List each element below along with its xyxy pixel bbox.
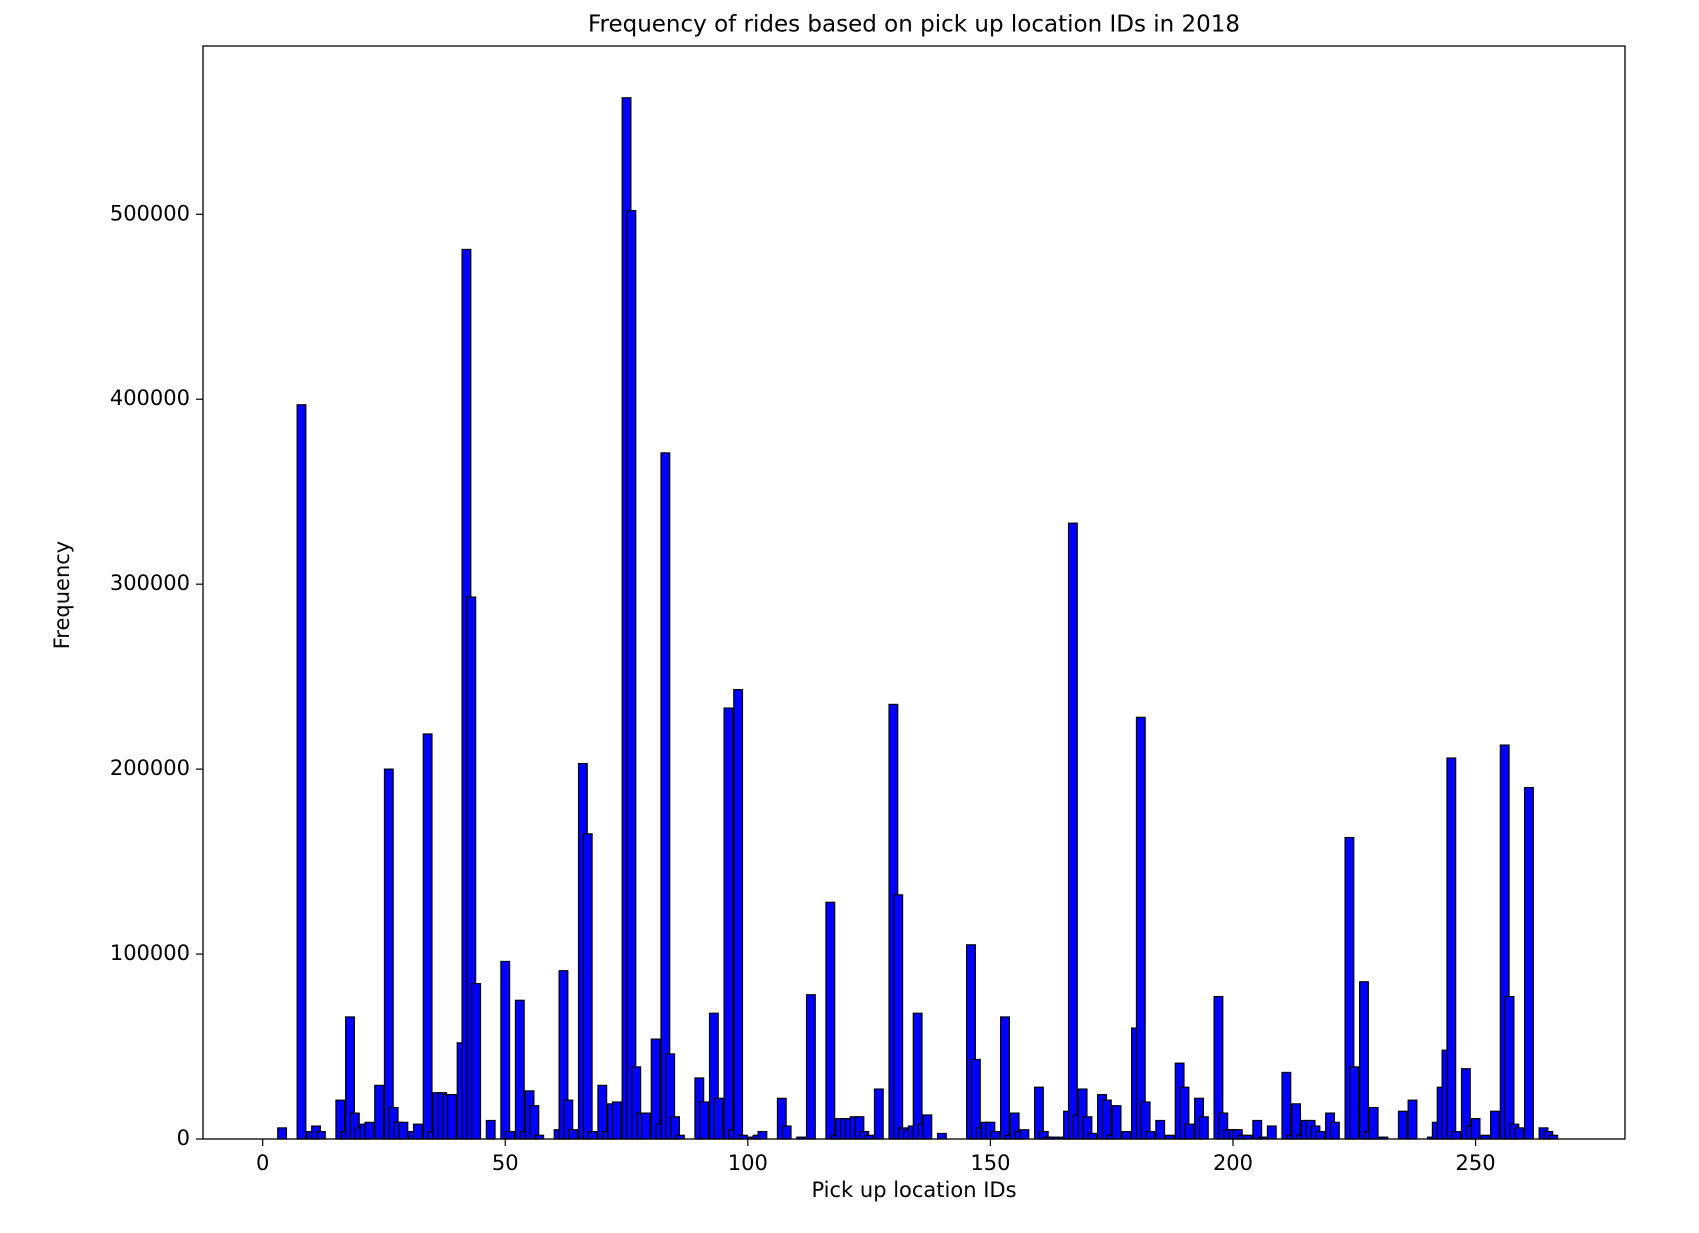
bar	[873, 1088, 884, 1140]
bar	[1000, 1016, 1010, 1140]
bar	[383, 768, 394, 1140]
bar	[422, 733, 433, 1140]
y-tick-label: 500000	[110, 201, 190, 225]
bar	[500, 960, 511, 1140]
bar	[1019, 1129, 1030, 1140]
bar	[1451, 1131, 1462, 1140]
bar	[364, 1121, 375, 1140]
bar	[1329, 1121, 1340, 1140]
bar	[893, 894, 904, 1140]
bar	[1252, 1119, 1263, 1140]
bar	[374, 1084, 385, 1140]
bar	[1281, 1071, 1292, 1140]
bar	[1291, 1103, 1302, 1140]
bar	[471, 983, 482, 1140]
bar	[582, 833, 593, 1140]
bar	[1198, 1116, 1209, 1140]
bar	[611, 1101, 622, 1140]
bar	[1349, 1066, 1360, 1140]
x-tick-label: 0	[256, 1151, 269, 1175]
bar	[1111, 1105, 1122, 1140]
bar	[1407, 1099, 1418, 1140]
bar	[1121, 1131, 1132, 1140]
bar	[723, 707, 734, 1140]
bar	[1504, 995, 1515, 1140]
bar	[1446, 757, 1457, 1140]
bar	[398, 1121, 409, 1140]
bar	[315, 1131, 326, 1140]
bar	[1145, 1131, 1156, 1140]
x-tick-label: 100	[728, 1151, 768, 1175]
bar	[1135, 716, 1146, 1140]
bar	[1397, 1110, 1408, 1140]
bar	[1155, 1119, 1166, 1140]
bar	[912, 1012, 923, 1140]
bar	[1266, 1125, 1277, 1140]
x-tick-label: 50	[492, 1151, 519, 1175]
bar	[781, 1125, 792, 1140]
bar	[446, 1094, 457, 1140]
bar	[1101, 1099, 1112, 1140]
bar	[485, 1119, 496, 1140]
x-tick-label: 250	[1456, 1151, 1496, 1175]
bar	[505, 1131, 516, 1140]
bar	[733, 688, 744, 1140]
bar	[1514, 1127, 1525, 1140]
bar	[1067, 522, 1078, 1140]
bar	[825, 901, 836, 1140]
bar	[514, 999, 525, 1140]
chart-title: Frequency of rides based on pick up loca…	[588, 12, 1240, 38]
bar	[587, 1131, 598, 1140]
y-axis-label: Frequency	[50, 541, 74, 650]
bar	[1359, 981, 1369, 1140]
bar	[529, 1105, 540, 1140]
y-tick-label: 400000	[110, 386, 190, 410]
bar	[626, 209, 637, 1140]
x-tick-label: 200	[1213, 1151, 1253, 1175]
bar	[757, 1131, 768, 1140]
plot-frame	[202, 45, 1626, 1140]
y-tick-label: 0	[177, 1126, 190, 1150]
bar	[568, 1129, 579, 1140]
bar	[805, 994, 816, 1140]
x-tick-label: 150	[970, 1151, 1010, 1175]
bar	[1315, 1131, 1326, 1140]
bar	[1184, 1123, 1195, 1140]
y-tick-label: 300000	[110, 571, 190, 595]
bar	[640, 1112, 651, 1140]
bar	[1523, 787, 1534, 1140]
bar	[699, 1101, 710, 1140]
bar	[1470, 1118, 1481, 1140]
bar	[277, 1127, 288, 1140]
bar	[1087, 1132, 1098, 1140]
bar	[296, 404, 307, 1140]
bar	[1368, 1106, 1379, 1140]
bar	[936, 1132, 947, 1140]
bar	[660, 452, 671, 1140]
bar	[412, 1123, 423, 1140]
y-tick-label: 100000	[110, 941, 190, 965]
bar	[922, 1114, 933, 1140]
bar	[713, 1097, 724, 1140]
y-tick-label: 200000	[110, 756, 190, 780]
bar	[597, 1084, 608, 1140]
bar	[990, 1131, 1001, 1140]
bar	[970, 1058, 981, 1140]
x-axis-label: Pick up location IDs	[811, 1178, 1016, 1202]
bar	[1490, 1110, 1500, 1140]
